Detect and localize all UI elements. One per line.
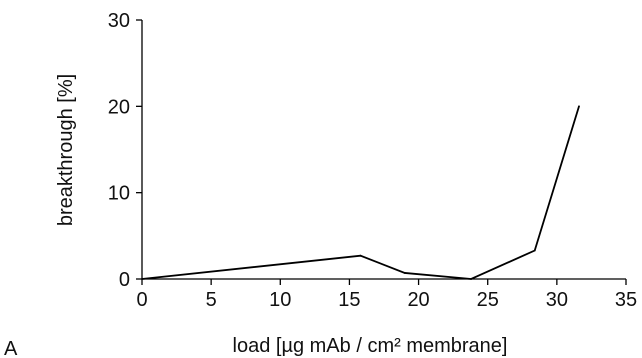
data-point bbox=[141, 278, 143, 280]
y-tick-label: 30 bbox=[108, 10, 130, 32]
series-layer bbox=[141, 105, 580, 280]
data-point bbox=[533, 249, 536, 252]
plot-area: 0 5 10 15 20 25 30 35 0 10 20 30 bbox=[108, 10, 637, 311]
x-axis-ticks: 0 5 10 15 20 25 30 35 bbox=[136, 279, 637, 311]
series-line bbox=[141, 106, 580, 280]
x-tick-label: 35 bbox=[615, 289, 637, 311]
data-point bbox=[403, 272, 406, 274]
data-point bbox=[359, 254, 362, 257]
x-tick-label: 10 bbox=[269, 289, 291, 311]
y-tick-label: 0 bbox=[119, 269, 130, 291]
y-axis-title: breakthrough [%] bbox=[55, 74, 77, 226]
x-tick-label: 5 bbox=[206, 289, 217, 311]
x-tick-label: 25 bbox=[477, 289, 499, 311]
y-tick-label: 20 bbox=[108, 96, 130, 118]
y-tick-label: 10 bbox=[108, 183, 130, 205]
panel-label: A bbox=[4, 338, 18, 358]
data-point bbox=[578, 105, 580, 108]
x-tick-label: 0 bbox=[136, 289, 147, 311]
data-point bbox=[470, 278, 473, 280]
x-tick-label: 15 bbox=[338, 289, 360, 311]
y-axis-ticks: 0 10 20 30 bbox=[108, 10, 142, 291]
x-axis-title: load [µg mAb / cm² membrane] bbox=[233, 335, 508, 357]
x-tick-label: 30 bbox=[546, 289, 568, 311]
x-tick-label: 20 bbox=[407, 289, 429, 311]
